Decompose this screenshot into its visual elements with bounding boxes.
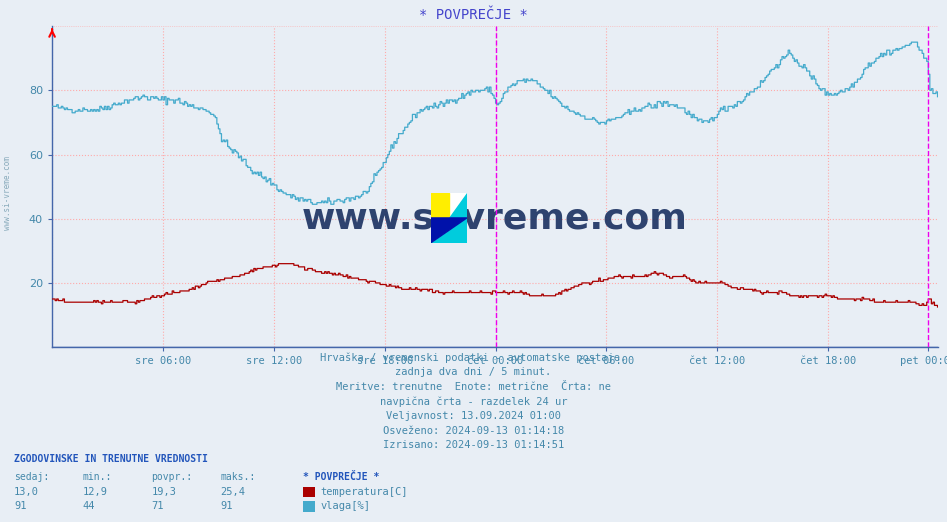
Text: min.:: min.: [82,472,112,482]
Text: 19,3: 19,3 [152,487,176,497]
Text: 13,0: 13,0 [14,487,39,497]
Text: maks.:: maks.: [221,472,256,482]
Text: 91: 91 [221,502,233,512]
Polygon shape [431,218,467,243]
Text: www.si-vreme.com: www.si-vreme.com [3,156,12,230]
Polygon shape [431,218,467,243]
Text: * POVPREČJE *: * POVPREČJE * [420,8,527,22]
Text: ZGODOVINSKE IN TRENUTNE VREDNOSTI: ZGODOVINSKE IN TRENUTNE VREDNOSTI [14,454,208,464]
Text: 91: 91 [14,502,27,512]
Text: temperatura[C]: temperatura[C] [320,487,407,497]
Text: 25,4: 25,4 [221,487,245,497]
Polygon shape [449,193,467,218]
Text: sedaj:: sedaj: [14,472,49,482]
Text: povpr.:: povpr.: [152,472,192,482]
Text: Hrvaška / vremenski podatki - avtomatske postaje.
zadnja dva dni / 5 minut.
Meri: Hrvaška / vremenski podatki - avtomatske… [320,352,627,450]
Text: vlaga[%]: vlaga[%] [320,502,370,512]
Text: * POVPREČJE *: * POVPREČJE * [303,472,380,482]
Bar [431,193,449,218]
Text: 12,9: 12,9 [82,487,107,497]
Text: 71: 71 [152,502,164,512]
Text: www.si-vreme.com: www.si-vreme.com [302,201,688,236]
Text: 44: 44 [82,502,95,512]
